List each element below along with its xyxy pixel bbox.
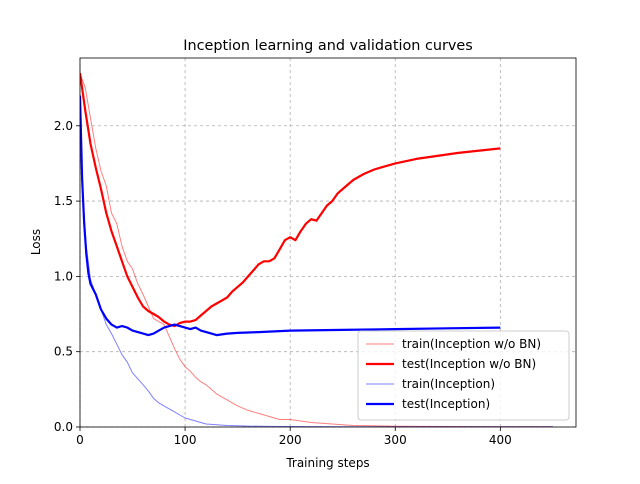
y-tick-label: 2.0	[54, 119, 73, 133]
series-layer	[80, 72, 553, 427]
legend-label-1: train(Inception w/o BN)	[402, 337, 541, 351]
legend-label-2: test(Inception w/o BN)	[402, 357, 536, 371]
series-line-2	[80, 72, 501, 328]
series-line-3	[80, 110, 553, 427]
x-tick-label: 400	[489, 433, 512, 447]
plot-frame	[79, 57, 577, 428]
x-tick-label: 200	[279, 433, 302, 447]
x-axis-label: Training steps	[285, 456, 369, 470]
x-tick-label: 300	[384, 433, 407, 447]
y-axis-label: Loss	[29, 229, 43, 255]
chart-title: Inception learning and validation curves	[183, 38, 473, 54]
x-tick-label: 100	[174, 433, 197, 447]
axis-ticks: 0 100 200 300 400 0.0 0.5 1.0 1.5 2.0	[54, 119, 512, 447]
y-tick-label: 1.0	[54, 269, 73, 283]
y-tick-label: 1.5	[54, 194, 73, 208]
x-tick-label: 0	[76, 433, 84, 447]
series-line-4	[80, 95, 501, 337]
y-tick-label: 0.5	[54, 345, 73, 359]
legend-box	[357, 330, 570, 421]
y-tick-label: 0.0	[54, 420, 73, 434]
series-line-1	[80, 72, 553, 427]
legend-label-3: train(Inception)	[402, 377, 495, 391]
legend-label-4: test(Inception)	[402, 397, 490, 411]
legend: train(Inception w/o BN) test(Inception w/…	[357, 330, 570, 421]
